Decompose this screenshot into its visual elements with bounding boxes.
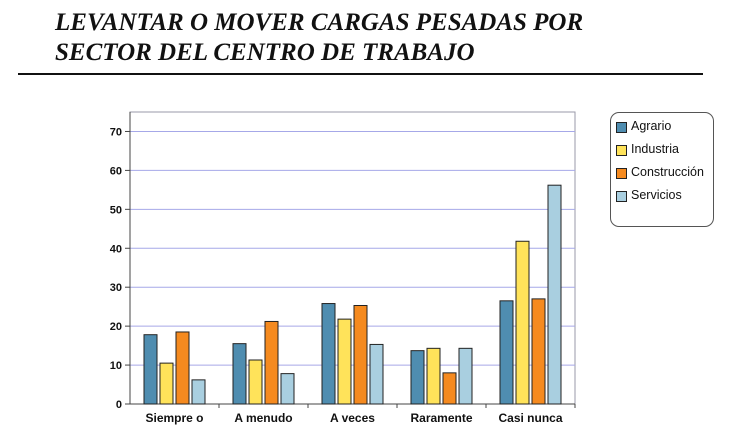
x-tick-label: Siempre o <box>145 411 203 425</box>
bar-agrario-3 <box>410 350 425 405</box>
chart-title-line-1: LEVANTAR O MOVER CARGAS PESADAS POR <box>55 9 584 36</box>
y-tick-label: 70 <box>110 126 122 138</box>
bar-servicios-4 <box>547 184 562 405</box>
bar-servicios-1 <box>280 373 295 405</box>
bar-construccin-3 <box>442 372 457 405</box>
x-tick-label: A menudo <box>234 411 292 425</box>
y-tick-label: 30 <box>110 282 122 294</box>
y-tick-label: 40 <box>110 243 122 255</box>
bar-servicios-0 <box>191 379 206 405</box>
chart-legend: Agrario Industria Construcción Servicios <box>610 112 714 227</box>
y-tick-label: 0 <box>116 399 122 411</box>
bar-industria-4 <box>515 240 530 405</box>
bar-agrario-0 <box>143 334 158 405</box>
bar-servicios-3 <box>458 347 473 405</box>
x-tick-label: Raramente <box>410 411 472 425</box>
legend-swatch <box>616 168 627 179</box>
legend-swatch <box>616 145 627 156</box>
bar-industria-0 <box>159 362 174 405</box>
legend-item: Agrario <box>616 119 709 134</box>
chart-title: LEVANTAR O MOVER CARGAS PESADAS POR SECT… <box>55 8 715 68</box>
bar-agrario-2 <box>321 303 336 405</box>
bar-agrario-4 <box>499 300 514 405</box>
bar-construccin-1 <box>264 320 279 405</box>
title-divider <box>18 73 703 75</box>
legend-label: Industria <box>631 142 679 156</box>
bar-construccin-2 <box>353 304 368 405</box>
bar-industria-2 <box>337 318 352 405</box>
bar-construccin-0 <box>175 331 190 405</box>
y-tick-label: 60 <box>110 165 122 177</box>
legend-item: Servicios <box>616 188 709 203</box>
y-tick-label: 20 <box>110 321 122 333</box>
bar-construccin-4 <box>531 298 546 405</box>
chart-title-line-2: SECTOR DEL CENTRO DE TRABAJO <box>55 39 475 66</box>
x-tick-label: A veces <box>330 411 375 425</box>
bar-industria-1 <box>248 359 263 405</box>
legend-label: Agrario <box>631 119 672 133</box>
bar-servicios-2 <box>369 343 384 405</box>
legend-item: Construcción <box>616 165 709 180</box>
legend-swatch <box>616 122 627 133</box>
legend-label: Construcción <box>631 165 704 179</box>
bar-agrario-1 <box>232 343 247 405</box>
y-tick-label: 10 <box>110 360 122 372</box>
x-tick-label: Casi nunca <box>498 411 562 425</box>
legend-swatch <box>616 191 627 202</box>
bar-industria-3 <box>426 347 441 405</box>
y-tick-label: 50 <box>110 204 122 216</box>
legend-label: Servicios <box>631 188 682 202</box>
legend-item: Industria <box>616 142 709 157</box>
